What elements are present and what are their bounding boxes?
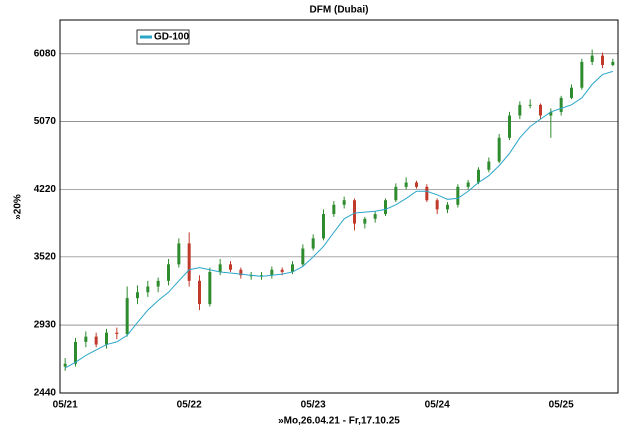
- candle-body: [322, 214, 325, 239]
- candle-body: [301, 248, 305, 265]
- candle-body: [466, 182, 470, 187]
- candle-body: [239, 269, 243, 276]
- candle-body: [559, 97, 563, 112]
- candle-body: [353, 200, 356, 224]
- moving-average-line: [64, 70, 613, 369]
- candle-body: [415, 182, 418, 187]
- chart-title: DFM (Dubai): [310, 5, 369, 16]
- x-tick-label: 05/24: [425, 400, 450, 411]
- y-tick-label: 2930: [34, 320, 57, 331]
- y-tick-label: 5070: [34, 116, 57, 127]
- plot-frame: [59, 19, 619, 394]
- candle-body: [528, 104, 532, 106]
- candle-body: [187, 243, 191, 281]
- candle-body: [63, 363, 67, 367]
- candle-body: [218, 264, 222, 272]
- candle-body: [404, 182, 408, 187]
- candle-body: [270, 269, 274, 276]
- candle-body: [477, 169, 480, 183]
- candle-body: [156, 280, 160, 287]
- candle-body: [115, 332, 119, 335]
- candle-body: [208, 271, 212, 305]
- y-tick-label: 3520: [34, 252, 57, 263]
- candle-body: [425, 186, 429, 201]
- candle-body: [549, 111, 553, 116]
- y-tick-label: 4220: [34, 184, 57, 195]
- candle-body: [539, 104, 542, 116]
- candle-body: [446, 204, 449, 210]
- candle-body: [590, 55, 594, 62]
- candle-body: [94, 336, 98, 345]
- candle-body: [332, 204, 336, 215]
- candle-body: [146, 286, 150, 293]
- candle-body: [508, 115, 511, 138]
- y-tick-label: 2440: [34, 388, 57, 399]
- candle-body: [456, 186, 460, 205]
- x-tick-label: 05/21: [53, 400, 78, 411]
- x-axis-label: »Mo,26.04.21 - Fr,17.10.25: [278, 416, 400, 427]
- candle-body: [125, 298, 129, 335]
- candle-body: [291, 264, 294, 272]
- candle-body: [105, 332, 108, 345]
- candle-body: [84, 336, 88, 342]
- candle-body: [167, 264, 170, 281]
- legend-box: [136, 29, 190, 45]
- y-tick-label: 6080: [34, 48, 57, 59]
- candle-body: [177, 243, 181, 265]
- candle-body: [580, 61, 584, 88]
- candle-body: [570, 87, 573, 98]
- candle-body: [229, 264, 232, 270]
- x-tick-label: 05/23: [301, 400, 326, 411]
- candle-body: [487, 161, 491, 170]
- candle-body: [342, 200, 346, 205]
- candle-body: [260, 275, 263, 277]
- candle-body: [611, 61, 615, 66]
- candle-body: [136, 292, 139, 299]
- candle-body: [601, 55, 604, 66]
- candle-body: [311, 238, 315, 249]
- candle-body: [384, 200, 387, 215]
- candle-body: [363, 218, 367, 224]
- y-axis-label: »20%: [13, 194, 24, 220]
- candle-body: [518, 104, 522, 116]
- candle-body: [74, 341, 77, 364]
- candle-body: [280, 269, 284, 272]
- candle-body: [435, 200, 439, 210]
- candle-body: [497, 137, 501, 162]
- candle-body: [373, 214, 377, 219]
- candle-body: [394, 186, 398, 201]
- candle-body: [198, 280, 201, 305]
- x-tick-label: 05/25: [549, 400, 574, 411]
- x-tick-label: 05/22: [177, 400, 202, 411]
- legend-label: GD-100: [154, 32, 189, 43]
